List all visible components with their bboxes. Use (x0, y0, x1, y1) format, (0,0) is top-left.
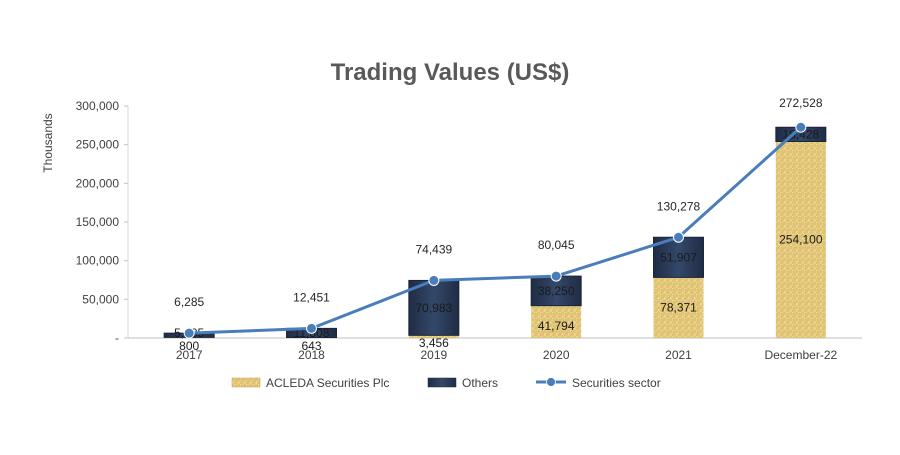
legend-label-securities: Securities sector (572, 376, 661, 390)
y-tick-label: 150,000 (76, 215, 120, 229)
y-tick-label: 50,000 (82, 292, 119, 306)
legend-swatch-acleda (232, 378, 260, 387)
bar-series (164, 127, 826, 338)
chart-title: Trading Values (US$) (331, 59, 570, 86)
x-tick-label: 2019 (420, 348, 447, 362)
y-tick-label: 100,000 (76, 254, 120, 268)
line-series: 6,285 12,451 74,439 80,045 130,278 272,528 (174, 96, 823, 338)
data-label-securities-sector: 74,439 (415, 242, 452, 256)
legend-label-others: Others (462, 376, 498, 390)
data-label-others: 70,983 (415, 301, 452, 315)
legend: ACLEDA Securities Plc Others Securities … (232, 376, 661, 390)
legend-label-acleda: ACLEDA Securities Plc (266, 376, 389, 390)
data-label-securities-sector: 12,451 (293, 290, 330, 304)
x-tick-label: 2018 (298, 348, 325, 362)
x-tick-label: 2017 (176, 348, 203, 362)
data-label-securities-sector: 130,278 (657, 199, 701, 213)
securities-sector-line (189, 127, 801, 333)
y-tick-label: 250,000 (76, 138, 120, 152)
securities-sector-point (429, 275, 439, 285)
data-label-others: 51,907 (660, 250, 697, 264)
y-axis-label: Thousands (41, 113, 55, 172)
x-tick-label: 2020 (543, 348, 570, 362)
legend-marker-securities (547, 378, 556, 387)
y-tick-label: 300,000 (76, 99, 120, 113)
y-tick-label: 200,000 (76, 176, 120, 190)
y-tick-label: - (115, 331, 119, 345)
x-axis: 2017 2018 2019 2020 2021 December-22 (176, 348, 838, 362)
data-label-others: 38,250 (538, 284, 575, 298)
x-tick-label: December-22 (764, 348, 837, 362)
data-label-securities-sector: 6,285 (174, 295, 204, 309)
legend-swatch-others (428, 378, 456, 387)
x-tick-label: 2021 (665, 348, 692, 362)
data-label-acleda: 254,100 (779, 233, 823, 247)
securities-sector-point (796, 122, 806, 132)
y-axis: - 50,000 100,000 150,000 200,000 250,000 300,0… (76, 99, 128, 345)
securities-sector-point (551, 271, 561, 281)
securities-sector-point (674, 232, 684, 242)
data-label-acleda: 78,371 (660, 301, 697, 315)
data-label-securities-sector: 272,528 (779, 96, 823, 110)
securities-sector-point (184, 328, 194, 338)
securities-sector-point (307, 323, 317, 333)
data-label-securities-sector: 80,045 (538, 238, 575, 252)
bar-data-labels: 5,48580011,80864370,9833,45638,25041,794… (174, 127, 823, 353)
data-label-acleda: 41,794 (538, 319, 575, 333)
